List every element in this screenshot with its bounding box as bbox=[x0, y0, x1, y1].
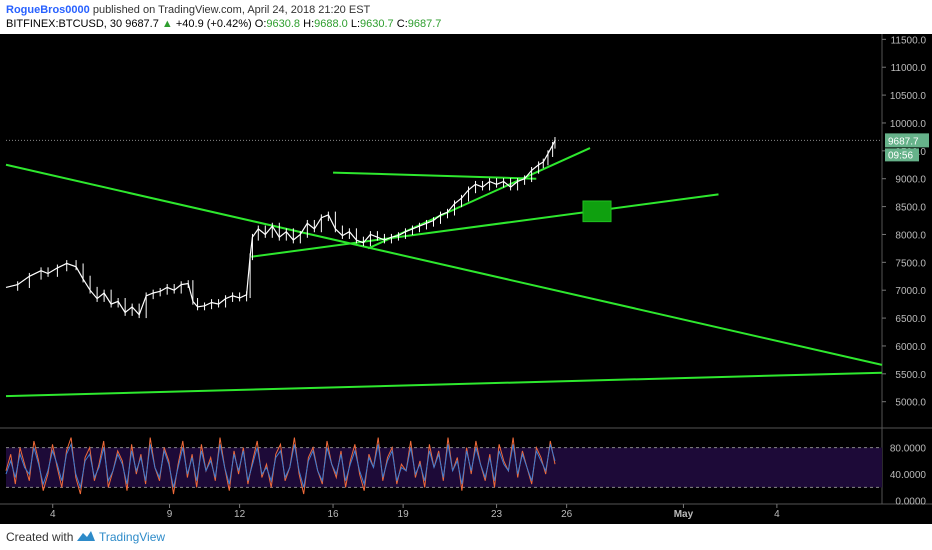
open-label: O: bbox=[254, 18, 267, 30]
price-tick-label: 11000.0 bbox=[891, 63, 927, 74]
price-tick-label: 5500.0 bbox=[895, 370, 926, 381]
close-value: 9687.7 bbox=[407, 18, 442, 30]
ohlc-line: BITFINEX:BTCUSD, 30 9687.7 ▲ +40.9 (+0.4… bbox=[6, 18, 441, 30]
high-label: H: bbox=[303, 18, 315, 30]
price-series bbox=[5, 137, 556, 319]
time-tick-label: 16 bbox=[327, 509, 339, 520]
last-price-badge bbox=[885, 133, 929, 148]
created-with-label: Created with bbox=[6, 530, 74, 544]
published-text: published on TradingView.com, April 24, … bbox=[92, 4, 371, 16]
price-tick-label: 7500.0 bbox=[895, 258, 926, 269]
price-tick-label: 10500.0 bbox=[890, 91, 927, 102]
time-tick-label: May bbox=[674, 509, 694, 520]
time-axis: 4 9 12 16 19 23 26 May 4 bbox=[50, 504, 780, 520]
price-tick-label: 9000.0 bbox=[895, 175, 926, 186]
target-zone[interactable] bbox=[582, 200, 612, 223]
rsi-series-line bbox=[5, 442, 556, 490]
open-value: 9630.8 bbox=[266, 18, 301, 30]
time-tick-label: 26 bbox=[561, 509, 573, 520]
price-tick-label: 7000.0 bbox=[895, 286, 926, 297]
target-box[interactable] bbox=[582, 200, 612, 223]
price-badges: 9687.7 09:56 bbox=[885, 133, 929, 162]
countdown-label: 09:56 bbox=[888, 150, 913, 161]
chart-header: RogueBros0000 published on TradingView.c… bbox=[0, 0, 932, 34]
low-value: 9630.7 bbox=[360, 18, 394, 30]
trendline[interactable] bbox=[251, 193, 719, 258]
last-price: 9687.7 bbox=[125, 18, 159, 30]
high-value: 9688.0 bbox=[314, 18, 348, 30]
symbol-label: BITFINEX:BTCUSD, 30 bbox=[6, 18, 123, 30]
price-tick-label: 10000.0 bbox=[890, 119, 927, 130]
time-tick-label: 12 bbox=[234, 509, 246, 520]
publish-line: RogueBros0000 published on TradingView.c… bbox=[6, 4, 370, 16]
rsi-tick-label: 0.0000 bbox=[895, 497, 926, 508]
price-change: +40.9 (+0.42%) bbox=[175, 18, 252, 30]
chart-background bbox=[0, 34, 932, 524]
price-tick-label: 6500.0 bbox=[895, 314, 926, 325]
rsi-pane: 80.0000 40.0000 0.0000 bbox=[5, 437, 927, 508]
price-tick-label: 5000.0 bbox=[895, 398, 926, 409]
time-tick-label: 19 bbox=[398, 509, 410, 520]
chart-area[interactable]: 11500.011000.010500.010000.09500.09000.0… bbox=[0, 34, 932, 524]
close-label: C: bbox=[396, 18, 408, 30]
price-tick-label: 8000.0 bbox=[895, 230, 926, 241]
trendlines[interactable] bbox=[5, 147, 883, 398]
up-arrow-icon: ▲ bbox=[161, 18, 173, 30]
price-tick-label: 11500.0 bbox=[891, 35, 927, 46]
rsi-tick-label: 40.0000 bbox=[890, 470, 927, 481]
low-label: L: bbox=[350, 18, 361, 30]
time-tick-label: 9 bbox=[167, 509, 173, 520]
tradingview-brand-link[interactable]: TradingView bbox=[99, 530, 166, 544]
price-tick-label: 8500.0 bbox=[895, 203, 926, 214]
footer: Created with TradingView bbox=[0, 524, 932, 550]
price-line bbox=[5, 140, 556, 316]
tradingview-logo-icon bbox=[77, 531, 95, 541]
chart-svg[interactable]: 11500.011000.010500.010000.09500.09000.0… bbox=[0, 34, 932, 524]
last-price-badge-label: 9687.7 bbox=[888, 136, 919, 147]
trendline[interactable] bbox=[333, 171, 537, 180]
rsi-tick-label: 80.0000 bbox=[890, 444, 927, 455]
trendline[interactable] bbox=[5, 371, 883, 398]
price-tick-label: 6000.0 bbox=[895, 342, 926, 353]
time-tick-label: 4 bbox=[50, 509, 56, 520]
trendline[interactable] bbox=[5, 163, 883, 366]
author-link[interactable]: RogueBros0000 bbox=[6, 4, 90, 16]
time-tick-label: 23 bbox=[491, 509, 503, 520]
countdown-badge bbox=[885, 148, 919, 162]
time-tick-label: 4 bbox=[774, 509, 780, 520]
